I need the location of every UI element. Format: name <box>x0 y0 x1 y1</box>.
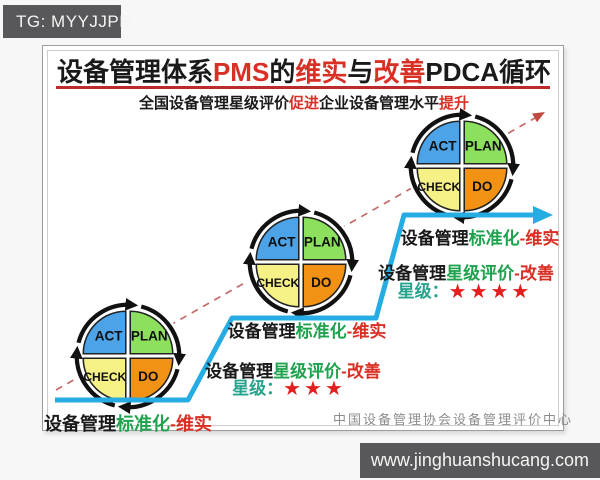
label-part: 设备管理 <box>44 414 116 434</box>
subtitle-part: 全国设备管理星级评价 <box>138 95 289 112</box>
organization-name: 中国设备管理协会设备管理评价中心 <box>333 413 574 428</box>
label-part-red: -维实 <box>170 414 212 434</box>
step3-label-standardization: 设备管理标准化-维实 <box>401 224 560 249</box>
title-part: 与 <box>347 57 374 87</box>
rating-label: 星级： <box>397 282 449 301</box>
title-part-highlight: 改善 <box>373 57 426 87</box>
label-part-red: -维实 <box>519 229 560 248</box>
label-part-green: 标准化 <box>468 229 520 248</box>
pdca-cycle-step3 <box>404 108 520 224</box>
label-part: 设备管理 <box>400 229 469 248</box>
pdca-cycle-step2 <box>243 204 359 320</box>
subtitle: 全国设备管理星级评价促进企业设备管理水平提升 <box>139 92 469 113</box>
label-part-green: 标准化 <box>116 414 170 434</box>
label-part-green: 标准化 <box>295 322 347 341</box>
label-part: 设备管理 <box>227 322 296 341</box>
subtitle-part-highlight: 促进 <box>288 95 319 112</box>
title-underline <box>56 86 550 89</box>
title-part-highlight: PMS <box>212 57 270 87</box>
label-part-red: -维实 <box>346 322 387 341</box>
tg-watermark-badge: TG: MYYJJPP <box>3 5 131 38</box>
website-watermark-badge: www.jinghuanshucang.com <box>360 443 600 478</box>
title-part-highlight: 维实 <box>295 57 348 87</box>
step1-label-standardization: 设备管理标准化-维实 <box>44 410 212 436</box>
rating-label: 星级： <box>232 379 284 398</box>
four-stars-icon: ★★★★ <box>448 281 533 303</box>
page-title: 设备管理体系PMS的维实与改善PDCA循环 <box>57 52 551 89</box>
title-part: 设备管理体系 <box>56 57 213 87</box>
step3-rating-stars: 星级：★★★★ <box>398 277 533 304</box>
pdca-cycle-step1 <box>70 298 186 414</box>
label-part-red: -改善 <box>341 362 381 381</box>
subtitle-part-highlight: 提升 <box>439 95 470 112</box>
title-part: PDCA循环 <box>425 57 552 87</box>
three-stars-icon: ★★★ <box>283 378 346 400</box>
subtitle-part: 企业设备管理水平 <box>319 95 440 112</box>
title-part: 的 <box>269 57 296 87</box>
step2-label-standardization: 设备管理标准化-维实 <box>228 317 387 342</box>
step2-rating-stars: 星级：★★★ <box>232 374 346 401</box>
